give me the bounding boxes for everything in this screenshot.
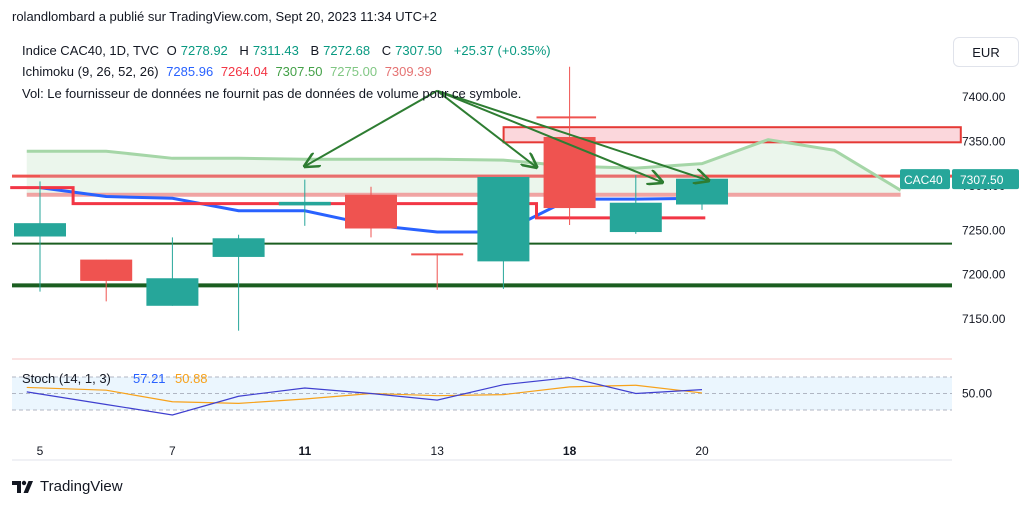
- symbol-legend[interactable]: Indice CAC40, 1D, TVC O 7278.92 H 7311.43 …: [22, 43, 555, 58]
- candle-body[interactable]: [411, 253, 464, 256]
- symbol-name: Indice CAC40, 1D, TVC: [22, 43, 160, 58]
- candles-layer[interactable]: [14, 66, 728, 331]
- ichimoku-legend[interactable]: Ichimoku (9, 26, 52, 26) 7285.96 7264.04…: [22, 64, 436, 79]
- stoch-d-value: 50.88: [175, 371, 208, 386]
- time-tick-label: 7: [169, 444, 176, 458]
- time-tick-label: 18: [563, 444, 577, 458]
- currency-button[interactable]: EUR: [953, 37, 1019, 67]
- low-value: 7272.68: [323, 43, 371, 58]
- stoch-tick-label: 50.00: [962, 387, 992, 401]
- candle-body[interactable]: [543, 136, 596, 209]
- ichimoku-lead-a-value: 7275.00: [330, 64, 378, 79]
- volume-note: Vol: Le fournisseur de données ne fourni…: [22, 86, 522, 101]
- ichimoku-lagging-value: 7307.50: [275, 64, 323, 79]
- ichimoku-cloud: [26, 139, 901, 195]
- stoch-title: Stoch (14, 1, 3): [22, 371, 111, 386]
- low-label: B: [310, 43, 320, 58]
- price-tag-value: 7307.50: [960, 173, 1004, 187]
- candle-body[interactable]: [14, 223, 66, 237]
- open-value: 7278.92: [180, 43, 228, 58]
- trend-arrow[interactable]: [305, 89, 438, 167]
- time-tick-label: 5: [37, 444, 44, 458]
- candle-body[interactable]: [146, 278, 199, 306]
- tradingview-brand[interactable]: TradingView: [12, 478, 123, 495]
- ichimoku-base-value: 7264.04: [220, 64, 268, 79]
- ichimoku-lead-a-line: [26, 138, 902, 192]
- symbol-tag-bg: [900, 169, 950, 190]
- high-label: H: [239, 43, 249, 58]
- close-value: 7307.50: [395, 43, 443, 58]
- close-label: C: [381, 43, 392, 58]
- stoch-k-value: 57.21: [133, 371, 166, 386]
- price-tag-bg: [952, 169, 1019, 190]
- price-tick-label: 7400.00: [962, 90, 1006, 104]
- resistance-zone[interactable]: [502, 126, 962, 144]
- stoch-k-line: [26, 376, 703, 416]
- candle-body[interactable]: [609, 202, 662, 233]
- time-tick-label: 11: [298, 444, 311, 458]
- ichimoku-conversion-value: 7285.96: [166, 64, 214, 79]
- ichimoku-label: Ichimoku (9, 26, 52, 26): [22, 64, 159, 79]
- stochastic-pane: Stoch (14, 1, 3) 57.21 50.88 50.00: [12, 371, 992, 416]
- time-tick-label: 13: [431, 444, 445, 458]
- candle-body[interactable]: [676, 178, 728, 205]
- candle-body[interactable]: [212, 238, 265, 257]
- brand-name: TradingView: [40, 478, 123, 495]
- price-tick-label: 7350.00: [962, 134, 1006, 148]
- drawings-layer[interactable]: [305, 89, 709, 183]
- ichimoku-cloud-layer: [26, 139, 901, 195]
- zones-layer: [12, 116, 962, 288]
- price-tick-label: 7250.00: [962, 223, 1006, 237]
- axes-layer: 7150.007200.007250.007300.007350.007400.…: [37, 90, 1019, 458]
- price-tick-label: 7150.00: [962, 312, 1006, 326]
- open-label: O: [166, 43, 177, 58]
- trend-arrow[interactable]: [436, 89, 536, 167]
- symbol-tag-label: CAC40: [904, 173, 943, 187]
- price-tick-label: 7200.00: [962, 268, 1006, 282]
- trend-arrow[interactable]: [436, 89, 708, 181]
- candle-body[interactable]: [345, 194, 397, 229]
- high-value: 7311.43: [252, 43, 299, 58]
- candle-body[interactable]: [477, 176, 530, 262]
- ichimoku-lead-b-value: 7309.39: [384, 64, 432, 79]
- candle-body[interactable]: [80, 259, 133, 281]
- grid-layer: [12, 358, 952, 461]
- tradingview-logo-icon: [12, 480, 33, 493]
- change-value: +25.37 (+0.35%): [453, 43, 551, 58]
- time-tick-label: 20: [695, 444, 709, 458]
- candle-body[interactable]: [278, 201, 331, 206]
- publisher-header: rolandlombard a publié sur TradingView.c…: [12, 9, 437, 24]
- trend-arrow[interactable]: [436, 89, 662, 183]
